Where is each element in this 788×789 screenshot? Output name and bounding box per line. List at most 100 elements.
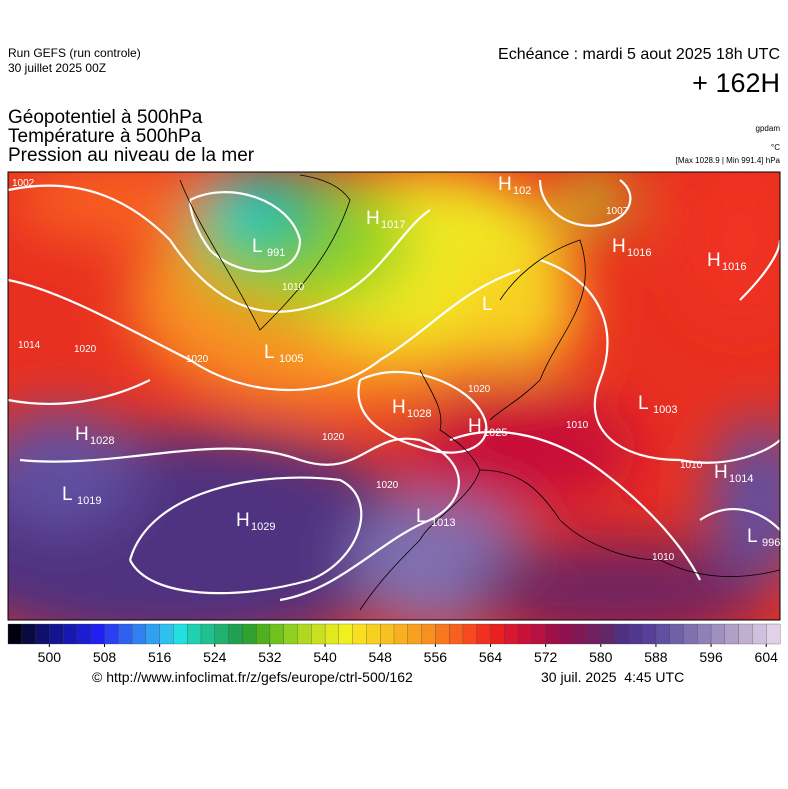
run-date: 30 juillet 2025 00Z	[8, 61, 107, 75]
colorbar-swatch	[614, 623, 629, 645]
center-letter: H	[498, 174, 512, 195]
contour-label: 1007	[606, 206, 629, 217]
unit: °C	[771, 143, 780, 152]
center-letter: L	[252, 236, 263, 257]
colorbar-tick-label: 500	[38, 649, 62, 665]
colorbar-swatch	[380, 623, 395, 645]
echeance: Echéance : mardi 5 aout 2025 18h UTC	[498, 46, 780, 63]
colorbar-tick-label: 508	[93, 649, 117, 665]
center-value: 1013	[431, 517, 455, 529]
colorbar-swatch	[324, 623, 340, 645]
colorbar-tick-label: 532	[258, 649, 282, 665]
colorbar-tick-label: 524	[203, 649, 227, 665]
center-value: 1019	[77, 495, 101, 507]
colorbar-swatch	[352, 623, 367, 645]
lead-time: + 162H	[692, 68, 780, 98]
colorbar-swatch	[35, 623, 50, 645]
isobars	[8, 179, 780, 602]
center-value: 102	[513, 185, 531, 197]
colorbar-swatch	[187, 623, 202, 645]
title: Température à 500hPa	[8, 126, 202, 147]
center-letter: H	[707, 250, 721, 271]
center-letter: L	[264, 342, 275, 363]
contour-label: 1002	[12, 178, 35, 189]
colorbar-tick-label: 564	[479, 649, 503, 665]
colorbar-swatch	[118, 623, 133, 645]
colorbar-swatch	[531, 623, 547, 645]
unit: gpdam	[755, 124, 780, 133]
unit: [Max 1028.9 | Min 991.4] hPa	[675, 156, 780, 165]
colorbar-swatch	[76, 623, 92, 645]
center-letter: H	[468, 416, 482, 437]
colorbar-swatch	[269, 623, 285, 645]
contour-label: 1020	[468, 384, 491, 395]
contour-label: 1020	[186, 354, 209, 365]
source: © http://www.infoclimat.fr/z/gefs/europe…	[92, 669, 413, 685]
colorbar-swatch	[752, 623, 767, 645]
contour-label: 1020	[322, 432, 345, 443]
colorbar-swatch	[7, 623, 23, 645]
center-letter: L	[62, 484, 73, 505]
colorbar-swatch	[573, 623, 588, 645]
colorbar-swatch	[600, 623, 616, 645]
center-letter: L	[482, 294, 493, 315]
issued: 30 juil. 2025 4:45 UTC	[541, 669, 685, 685]
colorbar-swatch	[448, 623, 464, 645]
center-letter: L	[416, 506, 427, 527]
colorbar-tick-label: 604	[755, 649, 779, 665]
center-value: 1016	[627, 247, 651, 259]
colorbar-swatch	[393, 623, 409, 645]
colorbar-swatch	[104, 623, 119, 645]
colorbar-swatch	[62, 623, 78, 645]
colorbar-swatch	[490, 623, 505, 645]
colorbar-swatch	[724, 623, 740, 645]
center-value: 996	[762, 537, 780, 549]
colorbar-swatch	[586, 623, 602, 645]
temperature-field	[8, 172, 780, 620]
center-value: 1005	[279, 353, 303, 365]
colorbar-swatch	[435, 623, 450, 645]
colorbar-swatch	[297, 623, 312, 645]
center-letter: H	[366, 208, 380, 229]
colorbar-tick-label: 596	[699, 649, 723, 665]
colorbar-swatch	[21, 623, 37, 645]
center-value: 1029	[251, 521, 275, 533]
colorbar-swatch	[517, 623, 533, 645]
colorbar-swatch	[131, 623, 147, 645]
colorbar-swatch	[90, 623, 105, 645]
contour-label: 1010	[652, 552, 675, 563]
colorbar-tick-label: 516	[148, 649, 172, 665]
contour-label: 1010	[680, 460, 703, 471]
colorbar-swatch	[200, 623, 216, 645]
center-letter: H	[236, 510, 250, 531]
colorbar-tick-label: 580	[589, 649, 613, 665]
colorbar-swatch	[641, 623, 657, 645]
contour-label: 1014	[18, 340, 41, 351]
colorbar-tick-label: 540	[313, 649, 337, 665]
colorbar-swatch	[738, 623, 753, 645]
center-letter: H	[75, 424, 89, 445]
colorbar-tick-label: 572	[534, 649, 558, 665]
colorbar-swatch	[669, 623, 684, 645]
center-value: 1017	[381, 219, 405, 231]
title: Géopotentiel à 500hPa	[8, 107, 203, 128]
colorbar-swatch	[228, 623, 243, 645]
map-frame	[7, 171, 781, 621]
colorbar-swatch	[49, 623, 64, 645]
colorbar-swatch	[504, 623, 519, 645]
colorbar-swatch	[145, 623, 161, 645]
colorbar-swatch	[214, 623, 230, 645]
colorbar-swatch	[766, 623, 781, 645]
colorbar-swatch	[710, 623, 726, 645]
colorbar-swatch	[683, 623, 698, 645]
center-letter: H	[612, 236, 626, 257]
colorbar-tick-label: 588	[644, 649, 668, 665]
center-value: 1014	[729, 473, 753, 485]
center-value: 1016	[722, 261, 746, 273]
colorbar-swatch	[366, 623, 381, 645]
center-letter: H	[392, 397, 406, 418]
run: Run GEFS (run controle)	[8, 46, 141, 60]
colorbar-tick-label: 556	[424, 649, 448, 665]
